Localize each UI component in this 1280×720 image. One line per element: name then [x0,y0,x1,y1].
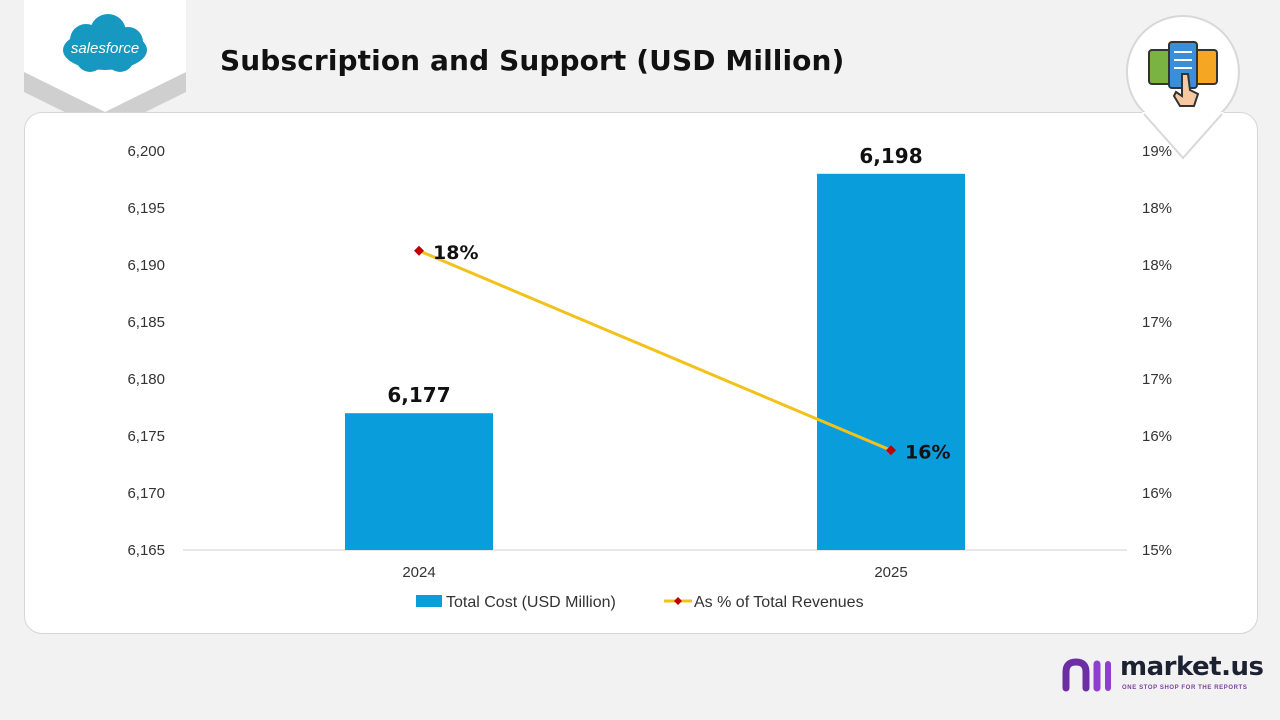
market-us-logo-icon [1062,658,1111,692]
left-axis-tick-label: 6,180 [127,371,165,388]
bar [345,413,493,550]
market-us-brand: market.us ONE STOP SHOP FOR THE REPORTS [1062,652,1264,696]
x-axis-tick-label: 2025 [874,564,907,581]
line-series [418,249,892,452]
bar-data-label: 6,177 [387,383,450,407]
report-pin-icon [1122,12,1244,162]
line-point-marker [414,245,424,256]
bar [817,173,965,551]
left-axis-tick-label: 6,175 [127,428,165,445]
legend-label: As % of Total Revenues [694,594,864,611]
line-data-label: 18% [433,242,478,264]
left-axis-tick-label: 6,165 [127,542,165,559]
right-axis-tick-label: 16% [1142,428,1172,445]
left-axis-tick-label: 6,200 [127,143,165,160]
right-axis-tick-label: 18% [1142,200,1172,217]
bar-data-label: 6,198 [859,144,922,168]
brand-tagline: ONE STOP SHOP FOR THE REPORTS [1122,685,1248,691]
salesforce-logo-text: salesforce [71,40,139,57]
right-axis-tick-label: 18% [1142,257,1172,274]
right-axis-tick-label: 19% [1142,143,1172,160]
left-axis-tick-label: 6,170 [127,485,165,502]
x-axis-tick-label: 2024 [402,564,435,581]
brand-name: market.us [1120,652,1264,682]
line-point-marker [886,445,896,456]
right-axis-tick-label: 17% [1142,314,1172,331]
legend-line-marker [674,597,682,605]
left-axis-tick-label: 6,185 [127,314,165,331]
chart-card [24,112,1258,634]
right-axis-tick-label: 16% [1142,485,1172,502]
legend-label: Total Cost (USD Million) [446,594,616,611]
right-axis-tick-label: 15% [1142,542,1172,559]
right-axis-tick-label: 17% [1142,371,1172,388]
legend-bar-swatch [416,595,442,607]
left-axis-tick-label: 6,195 [127,200,165,217]
salesforce-cloud-icon [63,14,147,72]
left-axis-tick-label: 6,190 [127,257,165,274]
salesforce-logo-badge: salesforce [24,0,186,132]
line-data-label: 16% [905,441,950,463]
page-title: Subscription and Support (USD Million) [220,44,845,77]
